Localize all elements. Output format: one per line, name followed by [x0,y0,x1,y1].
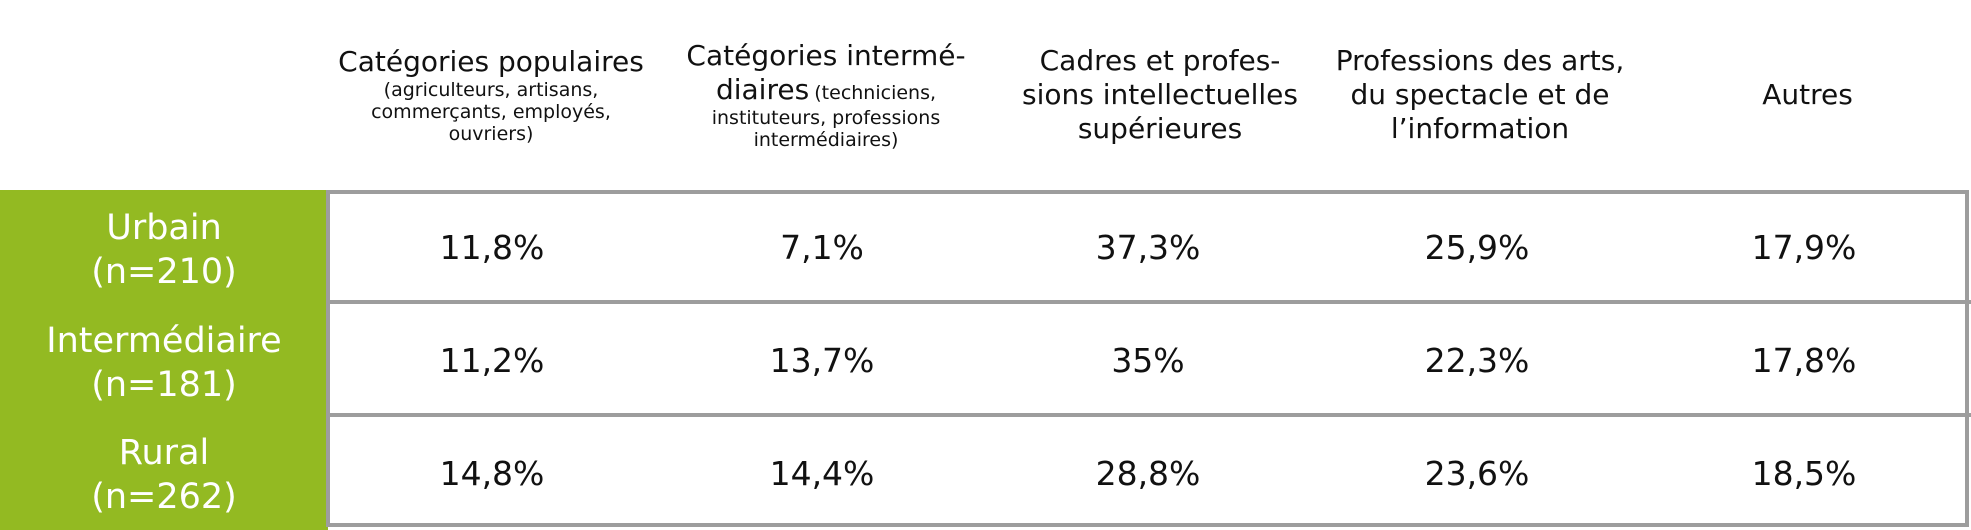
column-header-arts: Professions des arts, du spectacle et de… [1320,0,1640,190]
row-label-rural: Rural (n=262) [0,420,328,530]
table-cell: 11,8% [439,227,545,267]
table-cell: 22,3% [1424,340,1530,380]
row-count: (n=262) [91,477,237,517]
row-label-urbain: Urbain (n=210) [0,195,328,305]
row-label: Rural [118,433,210,473]
column-header-text: Catégories intermé-diaires (techniciens,… [676,39,976,151]
row-divider [326,413,1971,417]
table-cell: 18,5% [1751,453,1857,493]
column-header-cadres: Cadres et profes-sions intellectuelles s… [1010,0,1310,190]
column-header-autres: Autres [1700,0,1915,190]
row-label-intermediaire: Intermédiaire (n=181) [0,308,328,418]
column-header-populaires: Catégories populaires (agriculteurs, art… [326,0,656,190]
table-cell: 17,9% [1751,227,1857,267]
column-header-intermediaires: Catégories intermé-diaires (techniciens,… [666,0,986,190]
table-cell: 17,8% [1751,340,1857,380]
table-cell: 14,4% [769,453,875,493]
data-table [326,190,1969,527]
column-header-main: Catégories intermé-diaires [686,39,966,106]
row-label: Intermédiaire [46,321,282,361]
row-label: Urbain [106,208,222,248]
column-header-sub: (techniciens, instituteurs, professions … [711,82,941,151]
row-header-bar [0,190,328,530]
column-header-main: Professions des arts, du spectacle et de… [1335,44,1625,145]
table-cell: 25,9% [1424,227,1530,267]
table-cell: 11,2% [439,340,545,380]
row-count: (n=181) [91,365,237,405]
column-header-sub: (agriculteurs, artisans, commerçants, em… [371,79,611,145]
table-cell: 35% [1111,340,1185,380]
table-cell: 28,8% [1095,453,1201,493]
column-header-main: Autres [1762,78,1853,111]
column-header-main: Catégories populaires [338,45,644,78]
row-divider [326,300,1971,304]
table-cell: 7,1% [780,227,864,267]
table-cell: 23,6% [1424,453,1530,493]
column-header-main: Cadres et profes-sions intellectuelles s… [1022,44,1298,145]
row-count: (n=210) [91,252,237,292]
table-cell: 37,3% [1095,227,1201,267]
table-cell: 13,7% [769,340,875,380]
table-cell: 14,8% [439,453,545,493]
